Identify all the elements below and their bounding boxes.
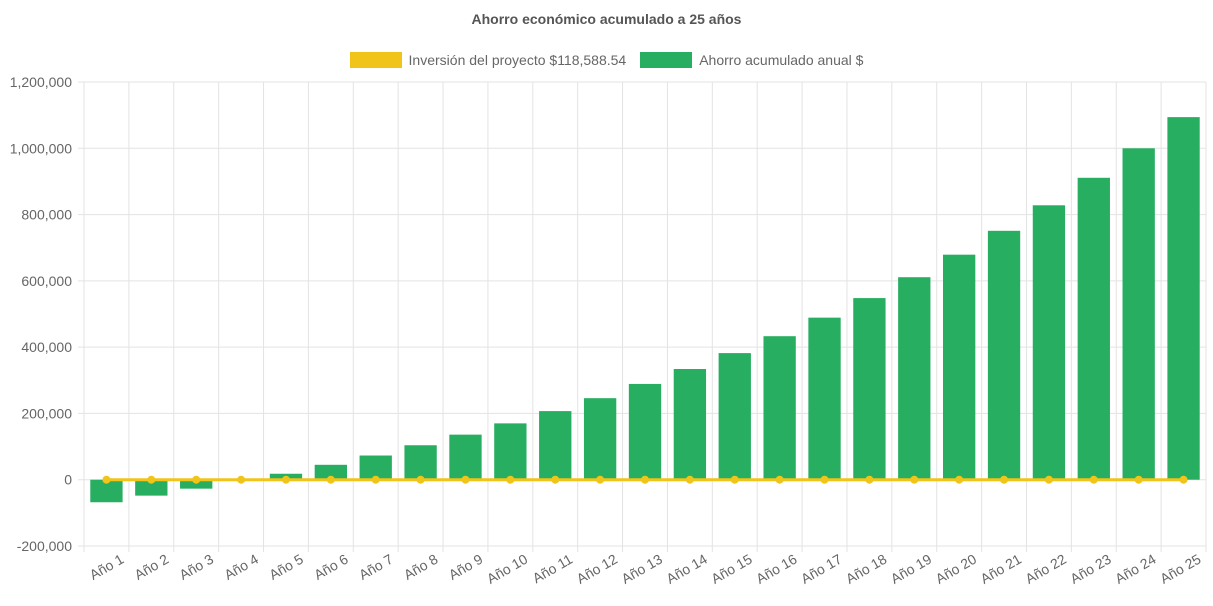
x-tick-label: Año 21 (978, 551, 1025, 587)
point-inversion (147, 475, 156, 484)
x-tick-label: Año 4 (221, 551, 261, 583)
point-inversion (371, 475, 380, 484)
bar-ahorro (718, 353, 751, 480)
legend-swatch-investment (349, 52, 402, 68)
point-inversion (596, 475, 605, 484)
x-tick-label: Año 25 (1157, 551, 1204, 587)
legend-item-investment[interactable]: Inversión del proyecto $118,588.54 (349, 52, 627, 68)
x-tick-label: Año 5 (266, 551, 306, 583)
point-inversion (237, 475, 246, 484)
x-tick-label: Año 6 (311, 551, 351, 583)
bar-ahorro (808, 317, 841, 480)
point-inversion (955, 475, 964, 484)
x-tick-label: Año 2 (132, 551, 172, 583)
bar-ahorro (494, 423, 527, 480)
bar-ahorro (1077, 177, 1110, 480)
bar-ahorro (1122, 148, 1155, 480)
x-tick-label: Año 24 (1112, 551, 1159, 587)
x-tick-label: Año 13 (619, 551, 666, 587)
x-tick-label: Año 23 (1067, 551, 1114, 587)
point-inversion (865, 475, 874, 484)
x-tick-label: Año 18 (843, 551, 890, 587)
y-tick-label: 200,000 (21, 405, 72, 421)
point-inversion (820, 475, 829, 484)
point-inversion (910, 475, 919, 484)
point-inversion (281, 475, 290, 484)
bar-ahorro (359, 455, 392, 480)
point-inversion (1000, 475, 1009, 484)
y-tick-label: 400,000 (21, 339, 72, 355)
point-inversion (685, 475, 694, 484)
bar-ahorro (449, 434, 482, 480)
legend-label-savings: Ahorro acumulado anual $ (699, 52, 864, 68)
x-tick-label: Año 15 (708, 551, 755, 587)
y-tick-label: 1,200,000 (10, 74, 72, 90)
y-tick-label: 0 (64, 472, 72, 488)
bar-ahorro (898, 277, 931, 480)
point-inversion (192, 475, 201, 484)
y-tick-label: 600,000 (21, 273, 72, 289)
x-tick-label: Año 7 (356, 551, 396, 583)
point-inversion (775, 475, 784, 484)
bar-ahorro (583, 398, 617, 480)
bar-ahorro (180, 479, 213, 489)
bar-ahorro (539, 411, 572, 480)
x-tick-label: Año 14 (663, 551, 710, 587)
y-tick-label: 1,000,000 (10, 140, 72, 156)
x-tick-label: Año 11 (530, 551, 576, 587)
legend: Inversión del proyecto $118,588.54 Ahorr… (0, 52, 1213, 68)
x-tick-label: Año 17 (798, 551, 845, 587)
x-tick-label: Año 16 (753, 551, 800, 587)
x-tick-label: Año 22 (1022, 551, 1069, 587)
point-inversion (461, 475, 470, 484)
y-tick-label: 800,000 (21, 207, 72, 223)
x-tick-label: Año 3 (176, 551, 216, 583)
point-inversion (1134, 475, 1143, 484)
bar-ahorro (628, 383, 662, 480)
chart-title: Ahorro económico acumulado a 25 años (471, 11, 742, 27)
bar-ahorro (987, 230, 1021, 480)
point-inversion (641, 475, 649, 484)
y-tick-label: -200,000 (17, 538, 72, 554)
x-tick-label: Año 9 (446, 551, 486, 583)
legend-label-investment: Inversión del proyecto $118,588.54 (408, 52, 627, 68)
bar-ahorro (853, 298, 886, 480)
bar-ahorro (404, 445, 437, 480)
point-inversion (102, 475, 111, 484)
point-inversion (1044, 475, 1053, 484)
point-inversion (730, 475, 739, 484)
bar-ahorro (1167, 117, 1200, 480)
bar-ahorro (673, 369, 707, 480)
bar-ahorro (314, 464, 347, 480)
point-inversion (326, 475, 335, 484)
point-inversion (1179, 475, 1188, 484)
x-tick-label: Año 12 (574, 551, 621, 587)
point-inversion (506, 475, 515, 484)
x-tick-label: Año 1 (87, 551, 127, 583)
bar-ahorro (943, 254, 976, 480)
x-tick-label: Año 19 (888, 551, 935, 587)
bar-ahorro (1032, 205, 1066, 480)
x-tick-label: Año 8 (401, 551, 441, 583)
point-inversion (551, 475, 560, 484)
x-tick-label: Año 10 (484, 551, 531, 587)
bar-ahorro (763, 336, 796, 480)
point-inversion (1089, 475, 1098, 484)
bar-ahorro (90, 479, 123, 503)
legend-item-savings[interactable]: Ahorro acumulado anual $ (640, 52, 863, 68)
x-tick-label: Año 20 (933, 551, 980, 587)
point-inversion (416, 475, 425, 484)
legend-swatch-savings (640, 52, 693, 68)
bar-ahorro (135, 479, 168, 496)
